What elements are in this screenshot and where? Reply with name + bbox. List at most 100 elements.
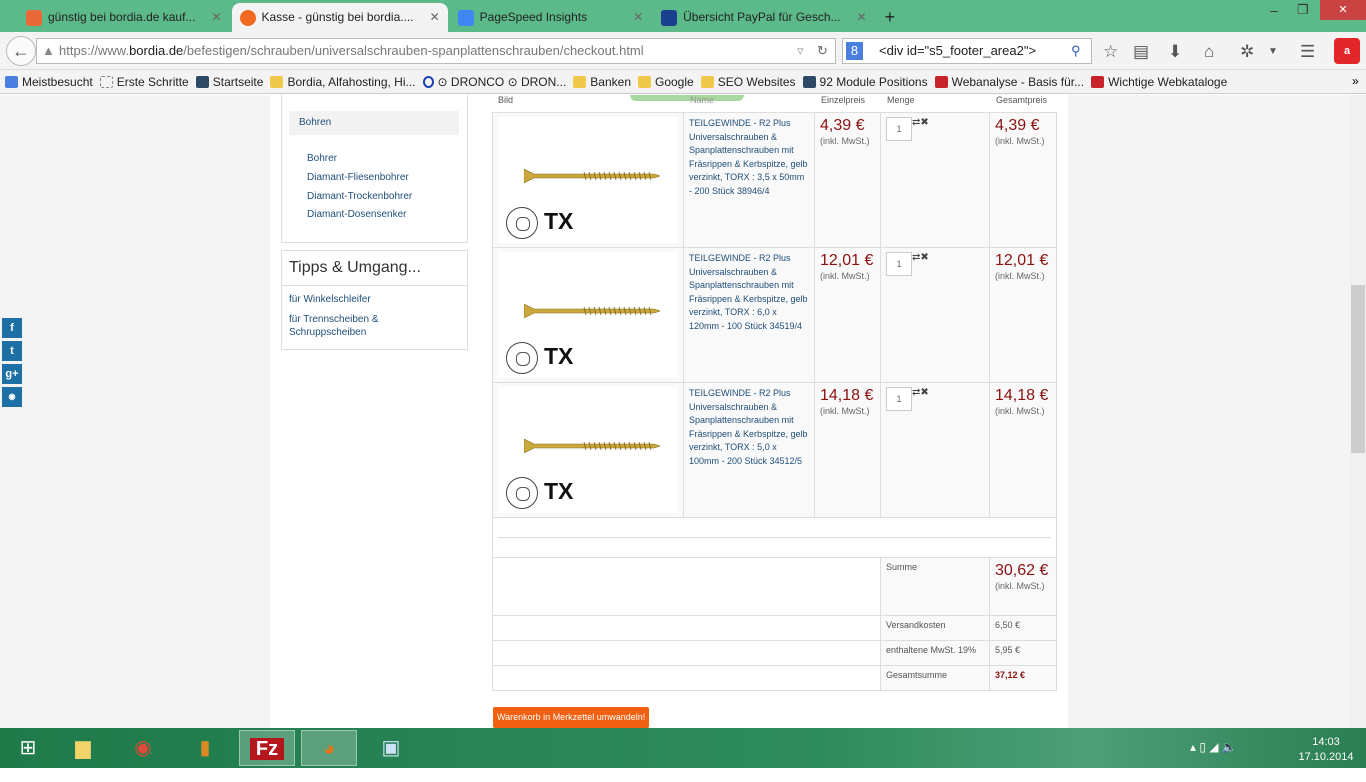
clock[interactable]: 14:03 17.10.2014 — [1298, 736, 1354, 763]
screw-image — [524, 304, 660, 318]
reading-list-icon[interactable]: ▤ — [1133, 42, 1150, 61]
url-bar[interactable]: ▲ https://www.bordia.de/befestigen/schrau… — [36, 38, 836, 64]
google-icon: 8 — [846, 42, 863, 60]
explorer-window-icon[interactable]: ▣ — [381, 737, 401, 759]
bookmark[interactable]: ⊙ DRONCO ⊙ DRON... — [422, 75, 566, 89]
quantity-input[interactable]: 1 — [886, 252, 912, 276]
chevron-down-icon[interactable]: ▼ — [1268, 46, 1278, 57]
tab-bordia-home[interactable]: günstig bei bordia.de kauf... ✕ — [18, 3, 230, 32]
menu-icon[interactable]: ☰ — [1300, 42, 1316, 61]
reload-icon[interactable]: ↻ — [817, 43, 828, 58]
tab-strip: günstig bei bordia.de kauf... ✕ Kasse - g… — [18, 3, 903, 32]
restore-button[interactable]: ❐ — [1297, 2, 1309, 17]
remove-icon[interactable]: ✖ — [920, 252, 929, 263]
new-tab-button[interactable]: + — [884, 7, 896, 27]
firebug-icon[interactable]: ✲ — [1240, 42, 1255, 61]
tab-checkout[interactable]: Kasse - günstig bei bordia.... ✕ — [231, 3, 448, 32]
quantity-input[interactable]: 1 — [886, 117, 912, 141]
cart-table: TX TEILGEWINDE - R2 Plus Universalschraub… — [492, 112, 1057, 691]
line-total: 14,18 € — [995, 387, 1049, 404]
bookmark[interactable]: Meistbesucht — [5, 75, 93, 89]
avira-icon[interactable]: a — [1334, 38, 1360, 64]
download-icon[interactable]: ⬇ — [1168, 42, 1183, 61]
close-tab-icon[interactable]: ✕ — [211, 10, 222, 24]
bookmark[interactable]: 92 Module Positions — [802, 75, 928, 89]
cart-row: TX TEILGEWINDE - R2 Plus Universalschraub… — [492, 247, 1057, 383]
quantity-input[interactable]: 1 — [886, 387, 912, 411]
chrome-icon[interactable]: ◉ — [134, 737, 152, 759]
tips-link[interactable]: für Winkelschleifer — [289, 294, 371, 305]
update-icon[interactable]: ⇄ — [912, 252, 921, 263]
facebook-icon[interactable]: f — [2, 318, 22, 338]
close-tab-icon[interactable]: ✕ — [429, 10, 440, 24]
dropdown-icon[interactable]: ▿ — [797, 43, 804, 58]
scrollbar-thumb[interactable] — [1351, 285, 1365, 453]
notes-app-icon[interactable]: ▮ — [199, 737, 211, 759]
sidebar-link[interactable]: Diamant-Fliesenbohrer — [307, 172, 409, 183]
tab-paypal[interactable]: Übersicht PayPal für Gesch... ✕ — [653, 3, 874, 32]
tips-link[interactable]: für Trennscheiben & Schruppscheiben — [289, 314, 379, 338]
bookmark[interactable]: Google — [638, 75, 694, 89]
close-window-button[interactable]: ✕ — [1320, 0, 1366, 20]
sum-row: Summe 30,62 € (inkl. MwSt.) — [492, 557, 1057, 616]
update-icon[interactable]: ⇄ — [912, 117, 921, 128]
home-icon[interactable]: ⌂ — [1204, 42, 1215, 61]
header-image: Bild — [498, 95, 514, 105]
header-name: Name — [690, 95, 715, 105]
unit-price: 14,18 € — [820, 387, 874, 404]
sidebar-link[interactable]: Diamant-Dosensenker — [307, 209, 407, 220]
bookmark[interactable]: Bordia, Alfahosting, Hi... — [270, 75, 416, 89]
convert-to-wishlist-button[interactable]: Warenkorb in Merkzettel umwandeln! — [493, 707, 650, 728]
paypal-icon — [661, 9, 678, 26]
product-image[interactable]: TX — [498, 252, 678, 378]
windows-start-icon[interactable]: ⊞ — [19, 737, 37, 759]
google-plus-icon[interactable]: g+ — [2, 364, 22, 384]
back-button[interactable]: ← — [6, 36, 36, 66]
screw-image — [524, 169, 660, 183]
sidebar-link[interactable]: Bohrer — [307, 153, 338, 164]
tab-pagespeed[interactable]: PageSpeed Insights ✕ — [450, 3, 651, 32]
close-tab-icon[interactable]: ✕ — [856, 10, 867, 24]
product-name-link[interactable]: TEILGEWINDE - R2 Plus Universalschrauben… — [689, 118, 808, 196]
joomla-icon — [26, 9, 42, 26]
rss-icon[interactable]: ◉ — [2, 387, 22, 407]
close-tab-icon[interactable]: ✕ — [633, 10, 644, 24]
minimize-button[interactable]: – — [1270, 2, 1278, 18]
remove-icon[interactable]: ✖ — [920, 117, 929, 128]
file-explorer-icon[interactable]: ▆ — [75, 737, 91, 759]
bookmark[interactable]: Webanalyse - Basis für... — [934, 75, 1084, 89]
remove-icon[interactable]: ✖ — [920, 387, 929, 398]
bookmark[interactable]: Startseite — [195, 75, 263, 89]
sidebar-link[interactable]: Diamant-Trockenbohrer — [307, 191, 413, 202]
product-image[interactable]: TX — [498, 387, 678, 513]
bookmarks-bar: Meistbesucht Erste Schritte Startseite B… — [0, 70, 1366, 94]
screw-image — [524, 439, 660, 453]
search-icon[interactable]: ⚲ — [1071, 43, 1081, 58]
tab-bar: günstig bei bordia.de kauf... ✕ Kasse - g… — [0, 0, 1366, 32]
firefox-icon[interactable]: ◕ — [301, 730, 357, 766]
bookmark[interactable]: Erste Schritte — [99, 75, 189, 89]
product-name-link[interactable]: TEILGEWINDE - R2 Plus Universalschrauben… — [689, 388, 808, 466]
vat-row: enthaltene MwSt. 19% 5,95 € — [492, 640, 1057, 666]
bookmark[interactable]: Wichtige Webkataloge — [1091, 75, 1227, 89]
shipping-row: Versandkosten 6,50 € — [492, 615, 1057, 641]
more-bookmarks-icon[interactable]: » — [1352, 74, 1359, 88]
bookmark[interactable]: Banken — [573, 75, 631, 89]
grand-total-row: Gesamtsumme 37,12 € — [492, 665, 1057, 691]
star-icon[interactable]: ☆ — [1103, 42, 1119, 61]
content: Bohren Bohrer Diamant-Fliesenbohrer Diam… — [270, 95, 1068, 728]
product-name-link[interactable]: TEILGEWINDE - R2 Plus Universalschrauben… — [689, 253, 808, 331]
twitter-icon[interactable]: t — [2, 341, 22, 361]
system-tray-icons[interactable]: ▴ ▯ ◢ 🔈 — [1190, 740, 1237, 754]
filezilla-icon[interactable]: Fz — [239, 730, 295, 766]
line-total: 4,39 € — [995, 117, 1040, 134]
sidebar-item-bohren[interactable]: Bohren — [289, 111, 459, 135]
update-icon[interactable]: ⇄ — [912, 387, 921, 398]
torx-icon — [506, 342, 538, 374]
taskbar: ⊞ ▆ ◉ ▮ Fz ◕ ▣ ▴ ▯ ◢ 🔈 — [0, 728, 1366, 768]
product-image[interactable]: TX — [498, 117, 678, 243]
cart-row: TX TEILGEWINDE - R2 Plus Universalschraub… — [492, 382, 1057, 518]
search-input[interactable]: 8 <div id="s5_footer_area2"> ⚲ — [842, 38, 1092, 64]
pagespeed-icon — [457, 9, 474, 26]
bookmark[interactable]: SEO Websites — [700, 75, 796, 89]
